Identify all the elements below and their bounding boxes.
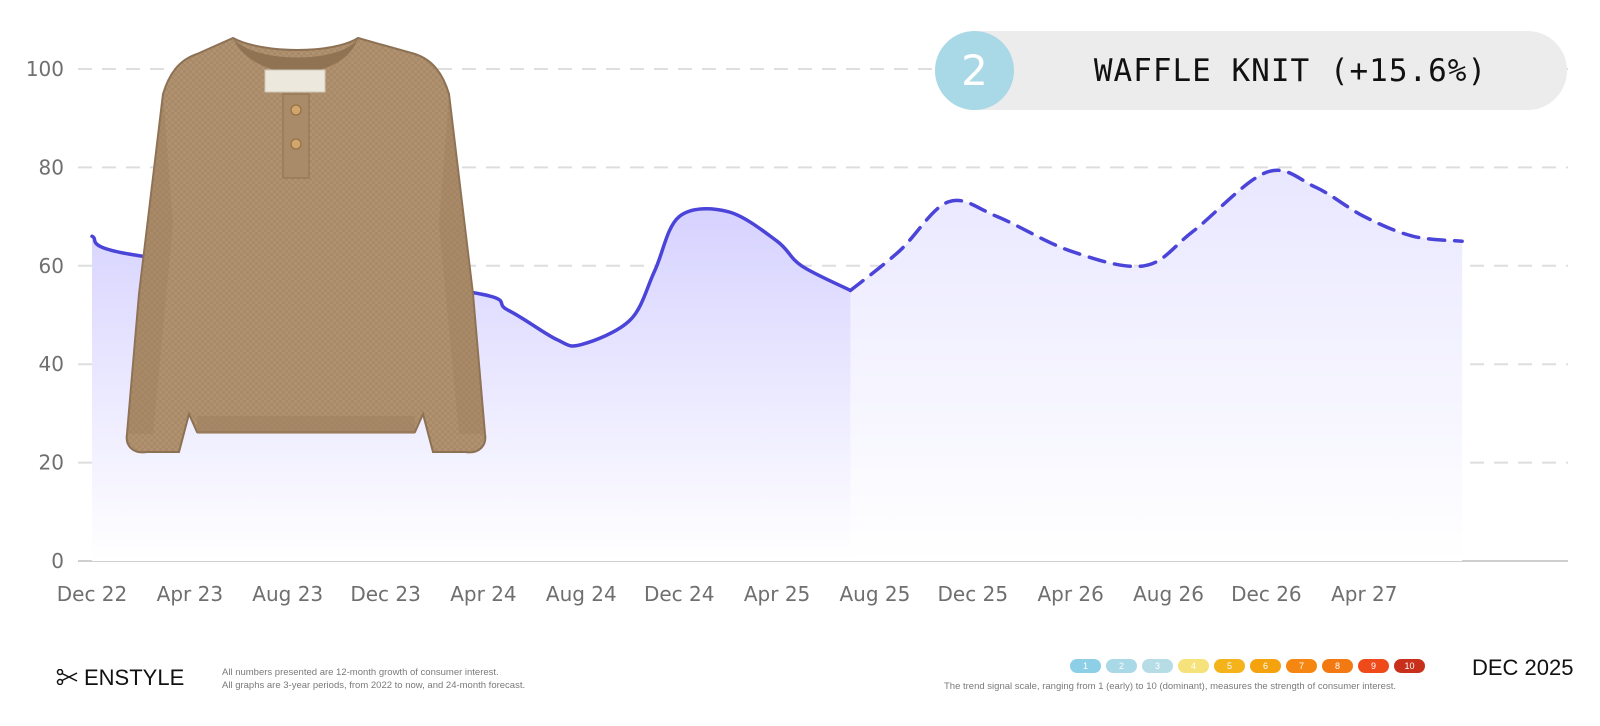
x-tick-label: Aug 25 (840, 582, 911, 606)
x-tick-label: Dec 25 (938, 582, 1009, 606)
x-tick-label: Dec 23 (350, 582, 421, 606)
scale-level-2: 2 (1106, 659, 1137, 673)
scale-level-10: 10 (1394, 659, 1425, 673)
x-tick-label: Dec 26 (1231, 582, 1302, 606)
y-tick-label: 20 (39, 451, 64, 475)
scale-level-6: 6 (1250, 659, 1281, 673)
scale-level-4: 4 (1178, 659, 1209, 673)
report-date: DEC 2025 (1472, 655, 1574, 680)
scale-note: The trend signal scale, ranging from 1 (… (944, 681, 1396, 692)
scale-level-3: 3 (1142, 659, 1173, 673)
scale-level-5: 5 (1214, 659, 1245, 673)
trend-title: WAFFLE KNIT (+15.6%) (1093, 52, 1488, 89)
footer-note-line: All graphs are 3-year periods, from 2022… (222, 679, 526, 691)
y-tick-label: 100 (26, 57, 64, 81)
footer-note-line: All numbers presented are 12-month growt… (222, 667, 499, 678)
footer-note: All numbers presented are 12-month growt… (222, 667, 525, 692)
x-tick-label: Apr 25 (744, 582, 810, 606)
brand-logo: ENSTYLE (56, 665, 184, 691)
x-tick-label: Aug 23 (252, 582, 323, 606)
y-tick-label: 40 (39, 352, 64, 376)
y-tick-label: 80 (39, 155, 64, 179)
scale-level-8: 8 (1322, 659, 1353, 673)
trend-signal-scale: 1 2 3 4 5 6 7 8 9 10 (1070, 659, 1425, 673)
x-tick-label: Aug 26 (1133, 582, 1204, 606)
scissors-icon (56, 665, 78, 691)
y-tick-label: 0 (51, 549, 64, 573)
forecast-line (848, 168, 1464, 293)
forecast-area (850, 170, 1463, 561)
scale-level-1: 1 (1070, 659, 1101, 673)
x-tick-label: Apr 26 (1037, 582, 1103, 606)
rank-circle: 2 (935, 31, 1014, 110)
scale-level-7: 7 (1286, 659, 1317, 673)
x-tick-label: Aug 24 (546, 582, 617, 606)
waffle-knit-sweater-image (93, 34, 503, 466)
x-tick-label: Apr 24 (450, 582, 516, 606)
x-tick-label: Apr 27 (1331, 582, 1397, 606)
x-tick-label: Apr 23 (157, 582, 223, 606)
trend-badge: 2 WAFFLE KNIT (+15.6%) (935, 31, 1567, 110)
x-tick-label: Dec 24 (644, 582, 715, 606)
x-tick-label: Dec 22 (57, 582, 128, 606)
scale-level-9: 9 (1358, 659, 1389, 673)
brand-name: ENSTYLE (84, 665, 185, 690)
y-tick-label: 60 (39, 254, 64, 278)
